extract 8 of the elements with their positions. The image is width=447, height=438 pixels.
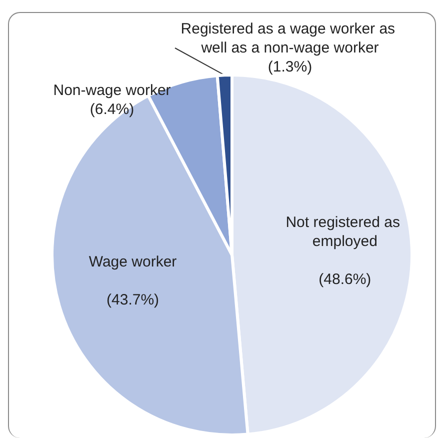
data-label: (1.3%) bbox=[268, 58, 312, 76]
data-label: (6.4%) bbox=[90, 101, 134, 118]
slice-label: Registered as a wage worker as well as a non-wage worker bbox=[180, 20, 400, 56]
data-label: (48.6%) bbox=[318, 270, 372, 288]
slice-label: Not registered as employed bbox=[286, 214, 404, 250]
slice-label: Wage worker bbox=[88, 254, 177, 271]
data-label: (43.7%) bbox=[106, 292, 160, 309]
slice-label: Non-wage worker bbox=[53, 82, 171, 99]
